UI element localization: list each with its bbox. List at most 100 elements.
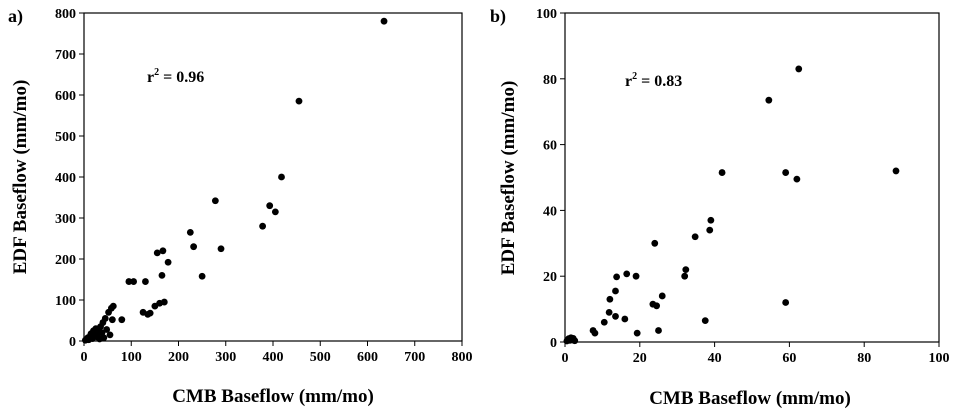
y-axis-label-a: EDF Baseflow (mm/mo) — [10, 80, 31, 275]
y-tick-label-a: 700 — [55, 48, 76, 63]
panel-label-b: b) — [490, 6, 506, 27]
scatter-point-b — [623, 270, 631, 278]
y-tick-label-b: 60 — [543, 139, 557, 154]
y-tick-label-a: 800 — [55, 7, 76, 22]
scatter-point-b — [632, 272, 640, 280]
scatter-point-b — [681, 272, 689, 280]
scatter-point-a — [101, 315, 109, 322]
scatter-point-b — [765, 96, 773, 104]
r-squared-sup-a: 2 — [154, 67, 159, 78]
scatter-point-b — [658, 292, 666, 300]
x-tick-label-b: 20 — [633, 351, 647, 366]
scatter-point-b — [682, 266, 690, 274]
y-tick-label-a: 500 — [55, 130, 76, 145]
data-points-a — [82, 17, 388, 344]
scatter-point-b — [613, 273, 621, 281]
x-tick-label-a: 700 — [404, 350, 425, 365]
x-tick-label-b: 100 — [929, 351, 950, 366]
y-tick-label-b: 100 — [536, 7, 557, 22]
y-tick-label-a: 200 — [55, 253, 76, 268]
scatter-point-b — [782, 299, 790, 306]
x-tick-label-a: 800 — [452, 350, 473, 365]
plot-frame-b — [564, 12, 940, 343]
x-tick-label-b: 40 — [708, 351, 722, 366]
r-squared-base-b: r — [625, 73, 632, 90]
x-tick-label-b: 80 — [857, 351, 871, 366]
scatter-panel-a: a) 0 100 200 300 400 500 600 700 800 0 100 200 300 40… — [8, 6, 473, 407]
y-tick-label-b: 80 — [543, 73, 557, 88]
x-tick-label-a: 500 — [310, 350, 331, 365]
scatter-point-a — [158, 272, 166, 279]
scatter-point-a — [159, 247, 167, 255]
scatter-point-b — [892, 167, 900, 175]
scatter-point-b — [793, 175, 801, 183]
x-tick-label-a: 100 — [121, 350, 142, 365]
scatter-point-a — [198, 272, 206, 280]
scatter-point-b — [606, 295, 614, 303]
x-axis-label-a: CMB Baseflow (mm/mo) — [172, 386, 374, 407]
scatter-point-a — [100, 334, 108, 342]
scatter-point-a — [259, 222, 267, 230]
y-tick-label-a: 300 — [55, 212, 76, 227]
r-squared-annotation-b: r2 = 0.83 — [625, 71, 682, 90]
x-tick-label-a: 600 — [357, 350, 378, 365]
plot-frame-a — [83, 12, 463, 342]
scatter-point-b — [571, 337, 579, 345]
scatter-point-a — [278, 173, 285, 181]
y-tick-label-a: 400 — [55, 171, 76, 186]
scatter-panel-b: b) 0 20 40 60 80 100 0 20 40 60 80 100 r2 = 0.83 CM… — [490, 6, 950, 409]
axis-ticks-a: 0 100 200 300 400 500 600 700 800 0 100 200 300 400 50… — [55, 7, 473, 365]
scatter-point-a — [125, 278, 133, 285]
scatter-point-a — [146, 309, 154, 317]
scatter-point-b — [653, 302, 661, 310]
scatter-point-b — [621, 315, 629, 323]
scatter-point-a — [103, 326, 111, 333]
x-tick-label-a: 400 — [263, 350, 284, 365]
y-tick-label-a: 100 — [55, 294, 76, 309]
scatter-point-b — [782, 169, 790, 176]
y-axis-label-b: EDF Baseflow (mm/mo) — [498, 81, 519, 276]
axis-ticks-b: 0 20 40 60 80 100 0 20 40 60 80 100 — [536, 7, 950, 366]
scatter-point-a — [130, 278, 138, 285]
scatter-point-b — [612, 312, 619, 320]
scatter-point-b — [655, 327, 662, 334]
scatter-point-a — [186, 228, 194, 236]
scatter-point-a — [380, 17, 388, 25]
scatter-point-a — [106, 331, 114, 339]
y-tick-label-b: 40 — [543, 204, 557, 219]
r-squared-sup-b: 2 — [632, 71, 637, 82]
scatter-point-a — [190, 243, 198, 251]
scatter-point-b — [612, 287, 619, 295]
x-tick-label-b: 0 — [562, 351, 569, 366]
x-tick-label-b: 60 — [782, 351, 796, 366]
scatter-point-a — [271, 208, 279, 216]
panel-label-a: a) — [8, 6, 23, 27]
y-tick-label-a: 0 — [69, 335, 76, 350]
scatter-point-b — [651, 239, 659, 247]
y-tick-label-b: 20 — [543, 270, 557, 285]
y-tick-label-b: 0 — [550, 336, 557, 351]
scatter-point-b — [795, 65, 803, 73]
scatter-point-b — [600, 318, 608, 326]
scatter-point-b — [718, 169, 726, 176]
scatter-point-a — [142, 278, 149, 285]
x-axis-label-b: CMB Baseflow (mm/mo) — [649, 388, 851, 409]
r-squared-base-a: r — [147, 69, 154, 86]
scatter-point-a — [153, 249, 161, 257]
scatter-point-b — [691, 233, 699, 241]
scatter-point-a — [160, 298, 168, 306]
scatter-point-b — [706, 226, 714, 234]
scatter-point-b — [701, 317, 709, 325]
scatter-point-a — [217, 245, 225, 253]
x-tick-label-a: 200 — [168, 350, 189, 365]
scatter-point-a — [211, 197, 219, 205]
scatter-point-a — [295, 97, 303, 105]
scatter-point-a — [118, 316, 126, 324]
x-tick-label-a: 300 — [215, 350, 236, 365]
x-tick-label-a: 0 — [81, 350, 88, 365]
scatter-point-a — [164, 258, 172, 266]
r-squared-value-b: = 0.83 — [637, 73, 682, 90]
scatter-point-b — [633, 329, 641, 337]
scatter-point-b — [591, 329, 599, 337]
